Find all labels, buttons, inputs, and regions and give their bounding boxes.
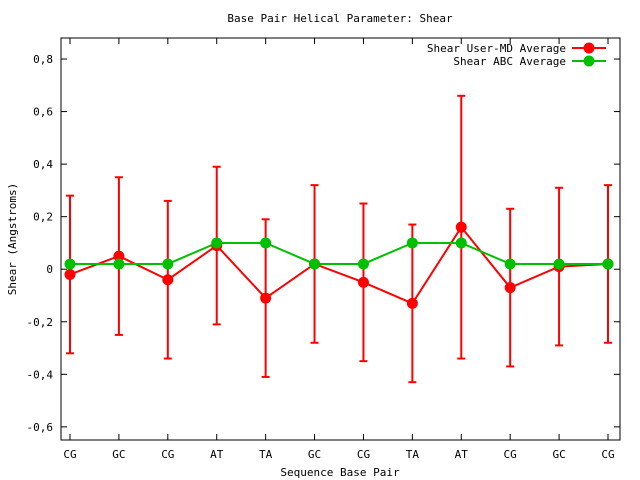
y-tick-label: 0,6 xyxy=(33,106,53,119)
x-tick-label: TA xyxy=(259,448,273,461)
x-axis-label: Sequence Base Pair xyxy=(280,466,400,479)
data-point-series-1 xyxy=(504,258,516,270)
legend-label: Shear ABC Average xyxy=(453,55,566,68)
y-tick-label: 0,4 xyxy=(33,158,53,171)
data-point-series-1 xyxy=(406,237,418,249)
data-point-series-1 xyxy=(309,258,321,270)
legend-marker xyxy=(583,42,595,54)
data-point-series-0 xyxy=(357,276,369,288)
data-point-series-0 xyxy=(260,292,272,304)
x-tick-label: GC xyxy=(308,448,321,461)
x-tick-label: CG xyxy=(161,448,174,461)
data-point-series-1 xyxy=(602,258,614,270)
data-point-series-1 xyxy=(455,237,467,249)
data-point-series-1 xyxy=(64,258,76,270)
x-tick-label: CG xyxy=(63,448,76,461)
data-point-series-0 xyxy=(504,282,516,294)
series-line-1 xyxy=(70,241,608,265)
legend-label: Shear User-MD Average xyxy=(427,42,566,55)
data-point-series-1 xyxy=(260,237,272,249)
data-point-series-0 xyxy=(455,221,467,233)
x-tick-label: AT xyxy=(210,448,224,461)
data-point-series-0 xyxy=(162,274,174,286)
data-point-series-1 xyxy=(211,237,223,249)
data-point-series-0 xyxy=(406,297,418,309)
x-tick-label: CG xyxy=(357,448,370,461)
y-tick-label: 0,8 xyxy=(33,53,53,66)
legend-marker xyxy=(583,55,595,67)
data-point-series-1 xyxy=(357,258,369,270)
data-point-series-0 xyxy=(64,268,76,280)
chart-title: Base Pair Helical Parameter: Shear xyxy=(227,12,453,25)
y-tick-label: -0,4 xyxy=(27,368,54,381)
series-line-0 xyxy=(69,225,609,305)
x-tick-label: GC xyxy=(552,448,565,461)
plot-area: -0,6 -0,4 -0,2 0 0,2 0,4 0,6 0,8 CG GC CG AT TA GC CG T… xyxy=(27,37,621,461)
x-tick-label: TA xyxy=(406,448,420,461)
data-point-series-1 xyxy=(162,258,174,270)
y-tick-label: -0,2 xyxy=(27,316,54,329)
data-point-series-1 xyxy=(553,258,565,270)
y-tick-label: 0 xyxy=(46,263,53,276)
x-tick-label: AT xyxy=(455,448,469,461)
x-tick-label: CG xyxy=(601,448,614,461)
x-tick-label: GC xyxy=(112,448,125,461)
y-axis-label: Shear (Angstroms) xyxy=(6,183,19,296)
data-point-series-1 xyxy=(113,258,125,270)
plot-frame xyxy=(60,37,621,441)
x-tick-label: CG xyxy=(504,448,517,461)
y-tick-label: 0,2 xyxy=(33,211,53,224)
y-tick-label: -0,6 xyxy=(27,421,54,434)
